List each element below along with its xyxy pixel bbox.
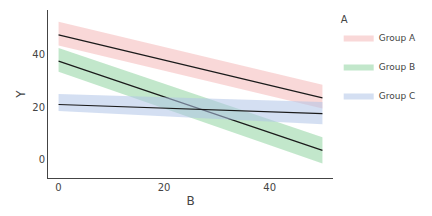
svg-text:20: 20 xyxy=(158,182,171,193)
svg-text:Group B: Group B xyxy=(379,62,415,72)
svg-text:Y: Y xyxy=(14,90,28,99)
svg-text:B: B xyxy=(186,194,194,208)
svg-text:Group A: Group A xyxy=(379,33,416,43)
svg-text:20: 20 xyxy=(32,102,45,113)
svg-text:Group C: Group C xyxy=(379,91,416,101)
svg-text:0: 0 xyxy=(55,182,61,193)
svg-text:0: 0 xyxy=(39,154,45,165)
svg-text:40: 40 xyxy=(32,49,45,60)
svg-text:40: 40 xyxy=(263,182,276,193)
svg-text:A: A xyxy=(341,14,348,25)
